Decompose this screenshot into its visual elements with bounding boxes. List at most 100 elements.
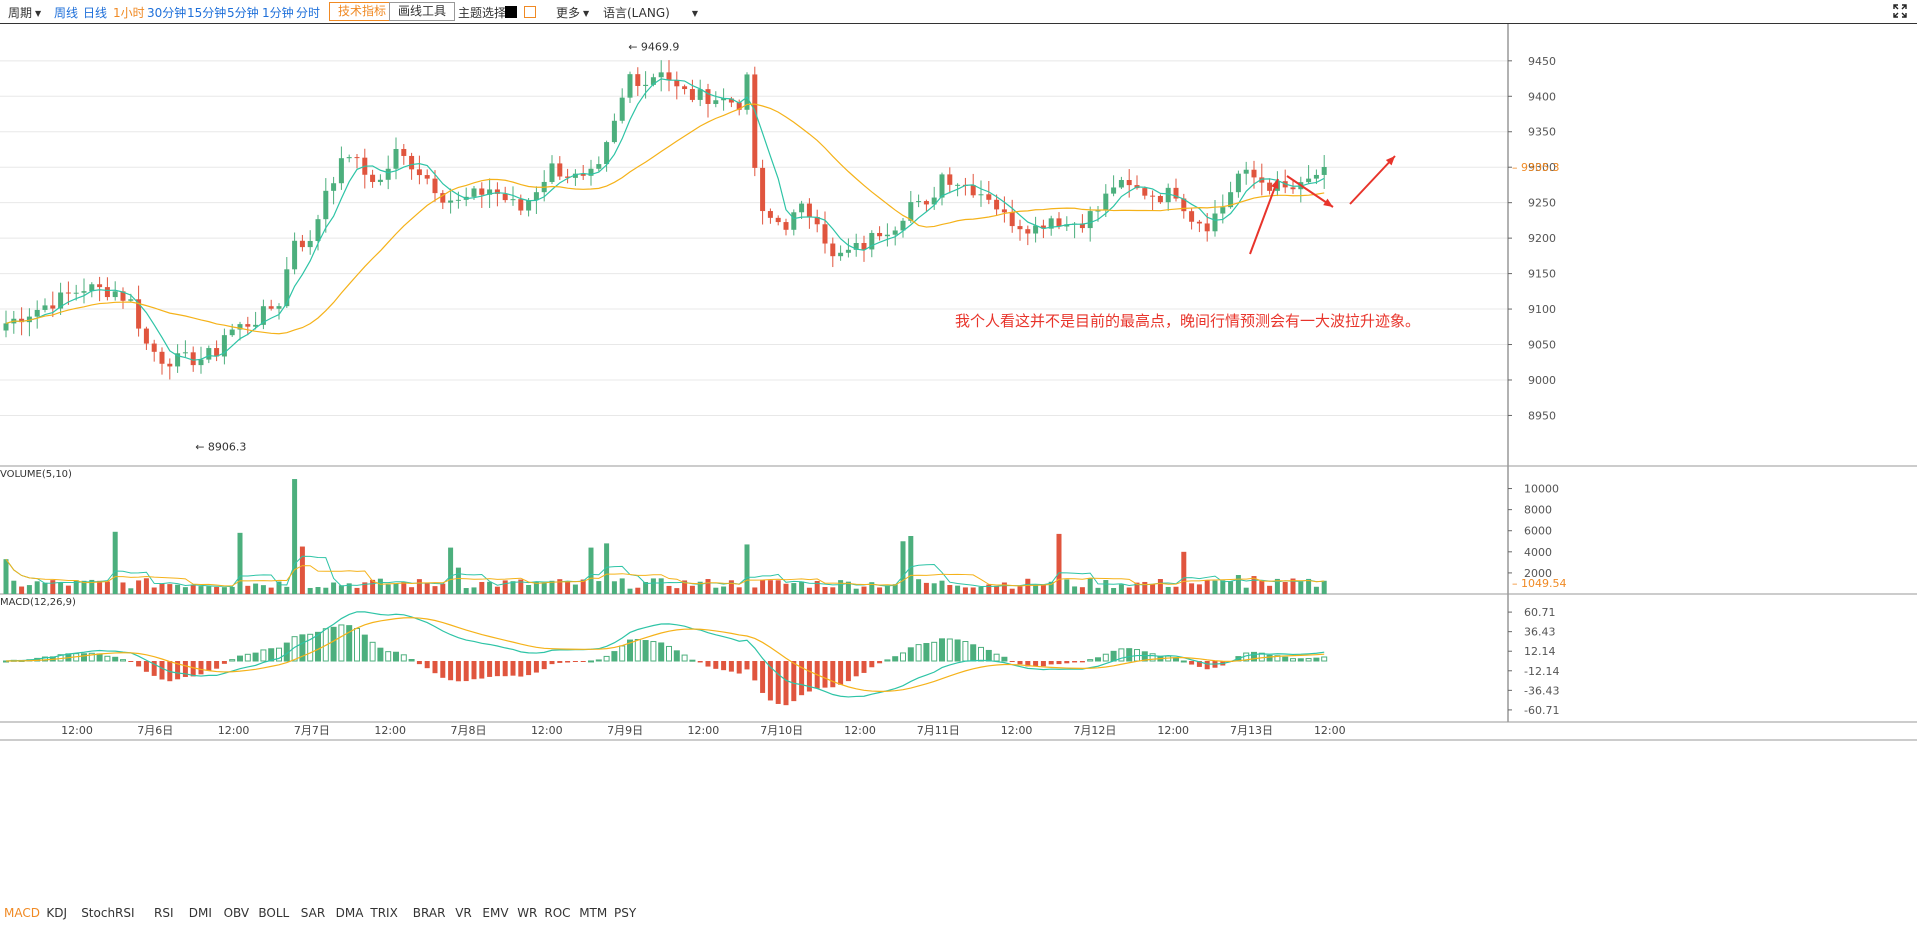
volume-bar	[1157, 579, 1163, 594]
indicator-wr[interactable]: WR	[517, 906, 538, 920]
candle	[736, 102, 742, 110]
more-label: 更多	[556, 6, 581, 20]
indicator-brar[interactable]: BRAR	[412, 906, 446, 920]
macd-histogram-bar	[276, 647, 282, 662]
macd-histogram-bar	[572, 661, 578, 662]
indicator-boll[interactable]: BOLL	[258, 906, 290, 920]
macd-histogram-bar	[946, 638, 953, 662]
candle	[370, 174, 376, 182]
candle	[728, 98, 734, 103]
candle	[1204, 223, 1210, 232]
period-15m[interactable]: 15分钟	[187, 6, 227, 20]
macd-histogram-bar	[1079, 661, 1085, 663]
indicator-stochrsi[interactable]: StochRSI	[81, 906, 135, 920]
candle	[1321, 167, 1327, 175]
period-timeshare[interactable]: 分时	[296, 6, 321, 20]
indicator-emv[interactable]: EMV	[482, 906, 509, 920]
period-daily[interactable]: 日线	[83, 6, 108, 20]
volume-bar	[393, 583, 399, 594]
candle	[198, 359, 204, 366]
volume-bar	[58, 582, 64, 594]
indicator-vr[interactable]: VR	[455, 906, 472, 920]
period-30m[interactable]: 30分钟	[147, 6, 187, 20]
volume-bar	[159, 583, 165, 594]
indicator-mtm[interactable]: MTM	[579, 906, 608, 920]
macd-histogram-bar	[206, 661, 212, 671]
volume-bar	[986, 584, 992, 594]
volume-bar	[385, 584, 391, 594]
candle	[65, 292, 71, 294]
candle	[58, 292, 64, 309]
candle	[510, 199, 516, 201]
volume-bar	[3, 559, 9, 594]
candle	[151, 343, 157, 352]
volume-bar	[65, 585, 71, 594]
volume-bar	[377, 578, 383, 594]
chevron-down-icon: ▼	[691, 9, 698, 18]
volume-bar	[962, 587, 968, 594]
macd-histogram-bar	[81, 653, 87, 662]
candle	[1079, 223, 1085, 229]
indicator-kdj[interactable]: KDJ	[46, 906, 68, 920]
macd-histogram-bar	[408, 659, 415, 662]
drawing-tools-button[interactable]: 画线工具	[389, 2, 456, 21]
candle	[627, 74, 633, 98]
volume-bar	[1251, 576, 1257, 594]
language-dropdown[interactable]: 语言(LANG) ▼	[603, 4, 698, 21]
ma-fast-line	[5, 78, 1325, 361]
x-axis-label: 7月13日	[1230, 724, 1273, 737]
macd-histogram-bar	[1009, 661, 1015, 662]
macd-histogram-bar	[128, 661, 134, 662]
theme-dark-swatch[interactable]	[505, 6, 517, 18]
volume-bar	[463, 588, 469, 594]
indicator-roc[interactable]: ROC	[544, 906, 571, 920]
indicator-macd[interactable]: MACD	[4, 906, 40, 920]
volume-bar	[1282, 582, 1288, 594]
period-5m[interactable]: 5分钟	[227, 6, 259, 20]
volume-bar	[689, 585, 695, 594]
tech-indicator-button[interactable]: 技术指标	[329, 2, 396, 21]
macd-histogram-bar	[923, 643, 930, 662]
x-axis-label: 12:00	[61, 724, 93, 737]
macd-histogram-bar	[1064, 661, 1070, 664]
period-1m[interactable]: 1分钟	[262, 6, 294, 20]
period-dropdown[interactable]: 周期 ▼	[8, 4, 41, 21]
volume-bar	[214, 586, 220, 594]
period-weekly[interactable]: 周线	[54, 6, 79, 20]
indicator-dma[interactable]: DMA	[335, 906, 364, 920]
candle	[89, 284, 95, 292]
candle	[1251, 169, 1257, 178]
volume-bar	[1009, 588, 1015, 594]
volume-bar	[479, 582, 485, 594]
theme-light-swatch[interactable]	[524, 6, 536, 18]
chart-area[interactable]: 9450 9400 9350 9300 9250 9200 9150 9100 9050 9000…	[0, 24, 1917, 903]
volume-bar	[221, 587, 227, 594]
macd-dea-line	[5, 617, 1325, 692]
x-axis-label: 7月7日	[294, 724, 330, 737]
volume-bar	[1259, 581, 1265, 594]
more-dropdown[interactable]: 更多 ▼	[556, 4, 589, 21]
indicator-trix[interactable]: TRIX	[370, 906, 398, 920]
volume-ma-slow	[5, 558, 1325, 587]
candle	[931, 197, 937, 205]
volume-bar	[143, 578, 149, 594]
volume-bar	[697, 581, 703, 594]
macd-histogram-bar	[1204, 661, 1210, 670]
indicator-rsi[interactable]: RSI	[154, 906, 174, 920]
macd-histogram-bar	[861, 661, 867, 673]
volume-bar	[1025, 578, 1031, 594]
macd-histogram-bar	[175, 661, 181, 680]
fullscreen-icon[interactable]	[1893, 3, 1907, 22]
candle	[128, 299, 134, 301]
indicator-obv[interactable]: OBV	[223, 906, 250, 920]
volume-bar	[682, 580, 688, 594]
indicator-psy[interactable]: PSY	[614, 906, 637, 920]
candle	[424, 175, 430, 179]
macd-histogram-bar	[907, 647, 914, 662]
period-1h[interactable]: 1小时	[113, 6, 145, 20]
candle	[1111, 187, 1117, 194]
macd-histogram-bar	[1141, 651, 1148, 662]
candle	[502, 193, 508, 201]
indicator-dmi[interactable]: DMI	[188, 906, 212, 920]
indicator-sar[interactable]: SAR	[300, 906, 326, 920]
